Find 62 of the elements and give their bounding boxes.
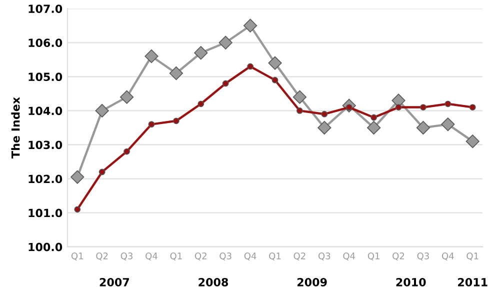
point bbox=[395, 104, 402, 110]
point bbox=[120, 90, 134, 104]
x-tick-label: Q2 bbox=[294, 252, 306, 260]
x-tick-label: Q4 bbox=[146, 252, 158, 260]
y-axis-title: The Index bbox=[11, 97, 20, 158]
y-tick-label: 101.0 bbox=[28, 208, 62, 218]
point bbox=[243, 18, 258, 32]
point bbox=[444, 100, 452, 108]
point bbox=[218, 36, 232, 50]
x-tick-label: Q4 bbox=[244, 252, 256, 260]
point bbox=[98, 168, 106, 176]
point bbox=[198, 100, 204, 108]
point bbox=[169, 66, 183, 80]
x-tick-label: Q2 bbox=[96, 252, 108, 260]
point bbox=[148, 121, 155, 128]
x-tick-label: Q2 bbox=[194, 252, 206, 260]
y-tick-label: 100.0 bbox=[28, 242, 62, 252]
point bbox=[292, 90, 307, 104]
x-tick-label: Q1 bbox=[466, 252, 478, 260]
y-tick-label: 107.0 bbox=[28, 4, 62, 13]
x-tick-label: Q4 bbox=[442, 252, 454, 260]
x-tick-label: Q1 bbox=[269, 252, 281, 260]
y-tick-label: 106.0 bbox=[28, 38, 62, 48]
text: 2007 bbox=[100, 278, 130, 286]
point bbox=[318, 120, 332, 135]
point bbox=[441, 118, 455, 132]
point bbox=[469, 104, 476, 110]
point bbox=[367, 120, 381, 135]
text: 2008 bbox=[198, 278, 228, 286]
point bbox=[272, 76, 278, 84]
text: 2009 bbox=[297, 278, 327, 286]
point bbox=[321, 110, 328, 118]
point bbox=[95, 104, 109, 118]
point bbox=[420, 104, 426, 110]
text: 2010 bbox=[396, 278, 426, 286]
y-tick-label: 104.0 bbox=[28, 106, 62, 116]
x-tick-label: Q1 bbox=[368, 252, 380, 260]
x-tick-label: Q2 bbox=[392, 252, 404, 260]
point bbox=[247, 63, 254, 70]
x-tick-label: Q3 bbox=[220, 252, 232, 260]
y-tick-label: 105.0 bbox=[28, 72, 62, 82]
y-tick-label: 103.0 bbox=[28, 140, 62, 150]
point bbox=[70, 170, 84, 184]
x-tick-label: Q1 bbox=[71, 252, 83, 260]
x-tick-label: Q3 bbox=[417, 252, 429, 260]
point bbox=[194, 46, 208, 60]
point bbox=[268, 56, 282, 70]
point bbox=[144, 49, 158, 64]
point bbox=[370, 114, 378, 121]
text: 2011 bbox=[458, 278, 488, 286]
x-tick-label: Q3 bbox=[120, 252, 132, 260]
point bbox=[124, 148, 130, 155]
point bbox=[416, 120, 430, 135]
y-tick-label: 102.0 bbox=[28, 174, 62, 184]
point bbox=[296, 108, 303, 114]
x-tick-label: Q3 bbox=[318, 252, 330, 260]
point bbox=[222, 80, 229, 87]
x-tick-label: Q1 bbox=[170, 252, 182, 260]
point bbox=[466, 134, 480, 148]
point bbox=[74, 206, 81, 213]
point bbox=[172, 118, 180, 124]
x-tick-label: Q4 bbox=[343, 252, 356, 260]
